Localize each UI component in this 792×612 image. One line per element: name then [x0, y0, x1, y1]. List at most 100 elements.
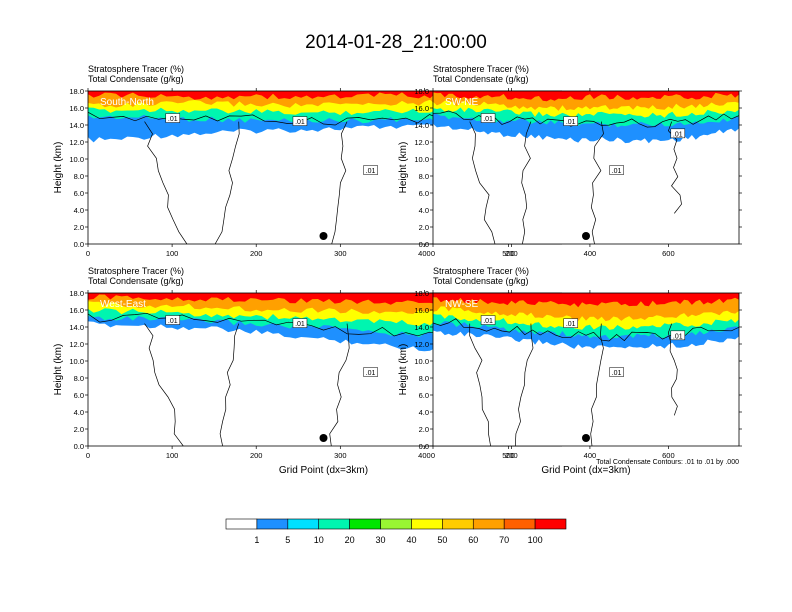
x-tick-label: 300	[334, 451, 347, 460]
contour-label-box	[609, 367, 624, 377]
colorbar-label: 70	[499, 535, 509, 545]
contour-label: .01	[612, 168, 622, 175]
contour-label-box	[292, 318, 308, 328]
x-tick-label: 200	[250, 451, 263, 460]
contour-label-box	[563, 116, 578, 126]
panel-plot-area: .01 .01 .01 .01	[433, 91, 739, 244]
y-tick-label: 18.0	[414, 289, 429, 298]
colorbar-cell	[256, 518, 289, 530]
y-tick-label: 8.0	[74, 172, 84, 181]
contour-label: .01	[673, 131, 683, 138]
y-tick-label: 0.0	[419, 240, 429, 249]
colorbar-label: 20	[345, 535, 355, 545]
condensate-contour	[469, 121, 496, 244]
y-tick-label: 0.0	[419, 442, 429, 451]
y-tick-label: 12.0	[69, 340, 84, 349]
x-axis-label: Grid Point (dx=3km)	[541, 465, 630, 476]
panel-label: West-East	[100, 299, 146, 310]
contour-label: .01	[612, 370, 622, 377]
header-label-2: Total Condensate (g/kg)	[88, 74, 184, 84]
x-tick-label: 500	[502, 451, 515, 460]
colorbar-cell	[503, 518, 536, 530]
y-tick-label: 4.0	[419, 408, 429, 417]
condensate-contour	[521, 121, 532, 244]
y-tick-label: 10.0	[414, 155, 429, 164]
colorbar-cell	[534, 518, 567, 530]
y-tick-label: 12.0	[414, 340, 429, 349]
panel-1: .01 .01 .01 .01 SW-NE 0.0 2.0 4.0 6.0 8.0 10.0 12.0…	[398, 64, 742, 258]
contour-label: .01	[483, 318, 493, 325]
x-tick-label: 300	[334, 249, 347, 258]
y-tick-label: 8.0	[419, 374, 429, 383]
location-marker	[582, 232, 590, 240]
header-label-2: Total Condensate (g/kg)	[433, 276, 529, 286]
contour-label: .01	[366, 370, 376, 377]
colorbar-label: 10	[314, 535, 324, 545]
y-axis-label: Height (km)	[53, 142, 64, 194]
x-tick-label: 200	[250, 249, 263, 258]
y-tick-label: 2.0	[419, 425, 429, 434]
x-tick-label: 400	[418, 249, 431, 258]
main-title: 2014-01-28_21:00:00	[305, 32, 487, 53]
header-label-1: Stratosphere Tracer (%)	[88, 64, 184, 74]
y-tick-label: 4.0	[419, 206, 429, 215]
header-label-2: Total Condensate (g/kg)	[88, 276, 184, 286]
y-tick-label: 14.0	[69, 323, 84, 332]
contour-label: .01	[366, 168, 376, 175]
panel-3: .01 .01 .01 .01 NW-SE 0.0 2.0 4.0 6.0 8.0 10.0 12.0…	[398, 266, 742, 476]
x-tick-label: 200	[505, 451, 518, 460]
y-tick-label: 18.0	[69, 87, 84, 96]
x-tick-label: 100	[166, 451, 179, 460]
y-tick-label: 14.0	[69, 121, 84, 130]
condensate-contour	[590, 121, 604, 244]
condensate-contour	[144, 121, 188, 244]
contour-label-box	[165, 113, 181, 123]
y-tick-label: 16.0	[414, 104, 429, 113]
x-axis-label: Grid Point (dx=3km)	[279, 465, 368, 476]
condensate-contour	[219, 323, 240, 446]
panel-label: SW-NE	[445, 97, 478, 108]
contour-label: .01	[295, 321, 305, 328]
y-tick-label: 4.0	[74, 408, 84, 417]
contour-label-box	[165, 315, 181, 325]
condensate-contour	[469, 323, 491, 446]
contour-label-box	[480, 315, 496, 325]
x-tick-label: 400	[418, 451, 431, 460]
y-tick-label: 10.0	[414, 357, 429, 366]
condensate-contour	[667, 323, 678, 416]
y-tick-label: 12.0	[414, 138, 429, 147]
y-tick-label: 2.0	[74, 223, 84, 232]
condensate-contour	[590, 323, 604, 446]
x-tick-label: 400	[584, 249, 597, 258]
y-tick-label: 18.0	[414, 87, 429, 96]
colorbar-label: 30	[376, 535, 386, 545]
condensate-contour	[144, 323, 184, 446]
contour-label: .01	[483, 116, 493, 123]
colorbar-cell	[472, 518, 505, 530]
y-axis-label: Height (km)	[53, 344, 64, 396]
contour-label-box	[363, 165, 378, 175]
y-tick-label: 14.0	[414, 121, 429, 130]
x-tick-label: 400	[584, 451, 597, 460]
contour-footnote: Total Condensate Contours: .01 to .01 by…	[596, 459, 739, 466]
contour-label-box	[670, 330, 686, 341]
panel-label: South-North	[100, 97, 154, 108]
header-label-2: Total Condensate (g/kg)	[433, 74, 529, 84]
contour-label-box	[670, 128, 686, 139]
colorbar-cell	[349, 518, 381, 530]
x-tick-label: 200	[505, 249, 518, 258]
x-tick-label: 600	[662, 451, 675, 460]
colorbar-cell	[287, 518, 320, 530]
y-tick-label: 0.0	[74, 240, 84, 249]
contour-label: .01	[295, 119, 305, 126]
y-tick-label: 6.0	[419, 391, 429, 400]
header-label-1: Stratosphere Tracer (%)	[433, 64, 529, 74]
condensate-contour-upper	[433, 318, 739, 342]
colorbar-label: 1	[254, 535, 259, 545]
contour-label: .01	[168, 116, 178, 123]
y-tick-label: 16.0	[69, 306, 84, 315]
y-tick-label: 14.0	[414, 323, 429, 332]
contour-label: .01	[168, 318, 178, 325]
x-tick-label: 0	[431, 249, 435, 258]
y-axis-label: Height (km)	[398, 142, 409, 194]
